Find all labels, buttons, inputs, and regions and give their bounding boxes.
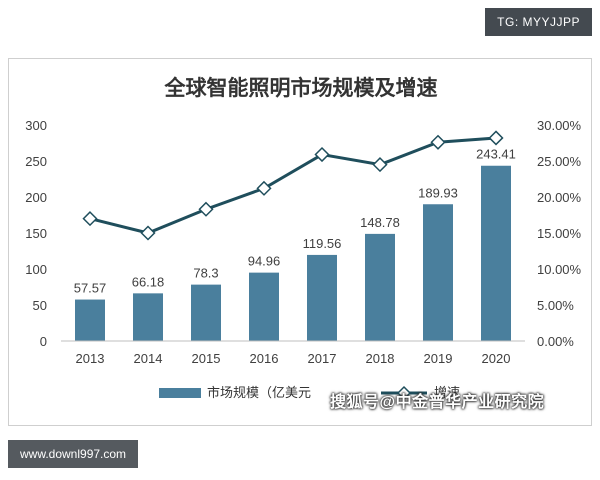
legend-bar-label: 市场规模（亿美元 xyxy=(207,385,311,400)
watermark-top: TG: MYYJJPP xyxy=(485,8,592,36)
bar xyxy=(481,165,511,341)
growth-point xyxy=(82,211,98,227)
y-left-tick-label: 150 xyxy=(25,226,47,241)
y-left-tick-label: 200 xyxy=(25,190,47,205)
y-right-tick-label: 10.00% xyxy=(537,262,582,277)
y-right-tick-label: 15.00% xyxy=(537,226,582,241)
bar-data-label: 243.41 xyxy=(476,147,516,162)
x-tick-label: 2020 xyxy=(482,351,511,366)
growth-point xyxy=(488,130,504,146)
x-tick-label: 2017 xyxy=(308,351,337,366)
x-tick-label: 2018 xyxy=(366,351,395,366)
overlay-watermark: 搜狐号@中金普华产业研究院 xyxy=(330,394,545,411)
y-right-tick-label: 30.00% xyxy=(537,118,582,133)
line-layer xyxy=(82,130,504,241)
bar xyxy=(133,293,163,341)
growth-point xyxy=(430,134,446,150)
x-tick-label: 2019 xyxy=(424,351,453,366)
x-tick-label: 2013 xyxy=(76,351,105,366)
chart-title: 全球智能照明市场规模及增速 xyxy=(164,76,438,100)
growth-point xyxy=(198,201,214,217)
growth-point xyxy=(314,146,330,163)
bar-data-label: 119.56 xyxy=(303,236,342,251)
bars-layer: 57.57 66.18 78.3 94.96 119.56 148.78 189.93 243… xyxy=(74,147,516,341)
x-tick-label: 2015 xyxy=(192,351,221,366)
bar-data-label: 57.57 xyxy=(74,281,107,296)
bar-data-label: 148.78 xyxy=(360,215,400,230)
bar xyxy=(75,299,105,341)
y-left-tick-label: 250 xyxy=(25,154,47,169)
legend: 市场规模（亿美元 增速 xyxy=(159,385,460,401)
chart-frame: 全球智能照明市场规模及增速 57.57 66.18 78.3 94.96 119.56 1… xyxy=(8,58,592,426)
y-right-tick-label: 5.00% xyxy=(537,298,574,313)
y-left-tick-label: 300 xyxy=(25,118,47,133)
y-right-tick-label: 0.00% xyxy=(537,334,574,349)
bar xyxy=(365,233,395,341)
bar xyxy=(191,284,221,341)
y-left-tick-label: 100 xyxy=(25,262,47,277)
bar-data-label: 78.3 xyxy=(193,266,218,281)
bar-data-label: 66.18 xyxy=(132,274,165,289)
bar-data-label: 94.96 xyxy=(248,254,281,269)
legend-bar-swatch xyxy=(159,388,201,398)
bar xyxy=(249,272,279,341)
chart-svg: 全球智能照明市场规模及增速 57.57 66.18 78.3 94.96 119.56 1… xyxy=(25,76,582,401)
x-tick-label: 2014 xyxy=(134,351,163,366)
bar-data-label: 189.93 xyxy=(418,185,458,200)
y-left-tick-label: 50 xyxy=(33,298,47,313)
legend-line-label: 增速 xyxy=(434,385,460,400)
bar xyxy=(423,204,453,341)
bar xyxy=(307,254,337,341)
axis-layer: 0 50 100 150 200 250 300 0.00% 5.00% 10.00% 15.00%… xyxy=(25,118,581,366)
x-tick-label: 2016 xyxy=(250,351,279,366)
growth-line xyxy=(89,136,497,235)
watermark-bottom: www.downl997.com xyxy=(8,440,139,468)
y-left-tick-label: 0 xyxy=(40,334,47,349)
legend-line-marker xyxy=(396,385,412,401)
growth-point xyxy=(372,157,388,173)
y-right-tick-label: 25.00% xyxy=(537,154,582,169)
growth-point xyxy=(256,180,272,196)
growth-point xyxy=(140,225,156,241)
y-right-tick-label: 20.00% xyxy=(537,190,582,205)
